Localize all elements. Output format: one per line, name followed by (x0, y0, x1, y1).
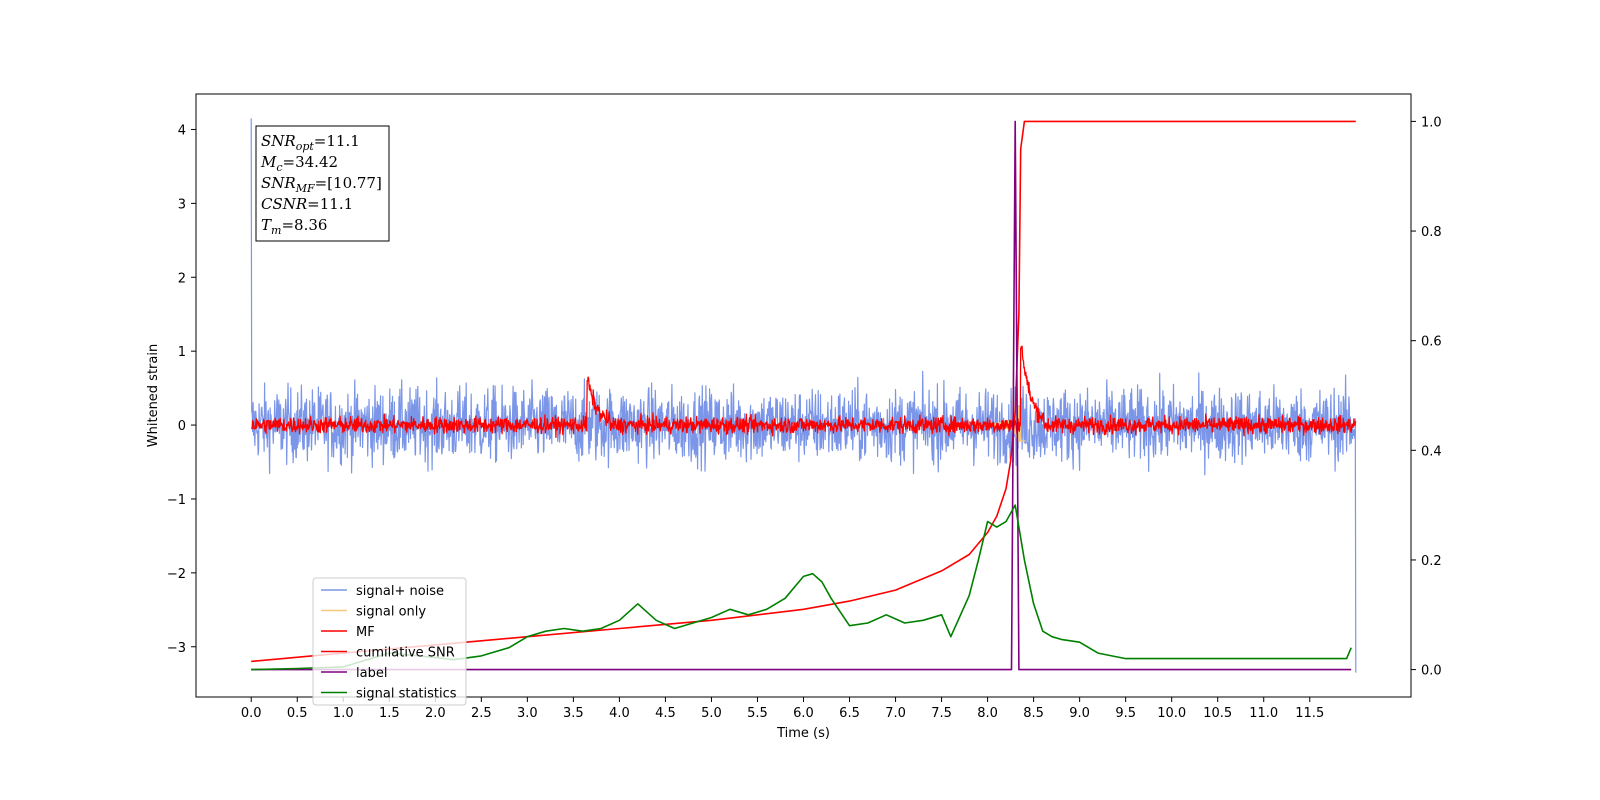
x-tick-label: 7.5 (931, 706, 952, 721)
x-tick-label: 2.0 (425, 706, 446, 721)
x-tick-label: 0.5 (287, 706, 308, 721)
info-line: SNRopt=11.1 (261, 132, 360, 153)
y-left-tick-label: 1 (178, 345, 186, 360)
x-axis-ticks: 0.0 0.5 1.0 1.5 2.0 2.5 3.0 3.5 4.0 4.5 5.0 5.5 6.0 6… (241, 697, 1324, 721)
legend-frame (312, 577, 467, 706)
x-tick-label: 9.0 (1069, 706, 1090, 721)
legend-entry: MF (356, 625, 375, 640)
info-subscript: c (276, 161, 282, 174)
x-tick-label: 6.5 (839, 706, 860, 721)
info-line: Mc=34.42 (260, 153, 338, 174)
y-left-tick-label: 0 (178, 419, 186, 434)
y-left-tick-label: −1 (167, 493, 186, 508)
x-tick-label: 8.0 (977, 706, 998, 721)
y-left-tick-label: 2 (178, 271, 186, 286)
info-value: =11.1 (314, 132, 360, 150)
x-tick-label: 6.0 (793, 706, 814, 721)
info-subscript: m (271, 224, 281, 237)
y-axis-right-ticks: 1.0 0.8 0.6 0.4 0.2 0.0 (1411, 115, 1442, 679)
info-value: =8.36 (281, 216, 327, 234)
series-label (251, 120, 1352, 671)
legend-entry: signal only (356, 605, 426, 620)
x-tick-label: 5.5 (747, 706, 768, 721)
info-line: CSNR=11.1 (261, 195, 353, 213)
x-tick-label: 0.0 (241, 706, 262, 721)
series-layer (250, 118, 1357, 673)
info-value: =34.42 (283, 153, 339, 171)
y-left-tick-label: 3 (178, 197, 186, 212)
x-tick-label: 9.5 (1115, 706, 1136, 721)
x-tick-label: 4.0 (609, 706, 630, 721)
x-tick-label: 7.0 (885, 706, 906, 721)
info-box: SNRopt=11.1Mc=34.42SNRMF=[10.77]CSNR=11.… (255, 125, 390, 242)
x-tick-label: 1.0 (333, 706, 354, 721)
x-tick-label: 8.5 (1023, 706, 1044, 721)
legend: signal+ noise signal only MF cumilative SNR… (312, 577, 467, 706)
x-tick-label: 10.5 (1203, 706, 1232, 721)
series-signal-statistics (251, 504, 1352, 671)
info-symbol: CSNR (261, 195, 307, 213)
legend-entry: cumilative SNR (356, 646, 455, 661)
y-left-tick-label: −2 (167, 567, 186, 582)
info-line: Tm=8.36 (261, 216, 327, 237)
legend-entry: label (356, 666, 387, 681)
x-tick-label: 1.5 (379, 706, 400, 721)
info-subscript: MF (295, 182, 315, 195)
info-line: SNRMF=[10.77] (261, 174, 382, 195)
x-tick-label: 2.5 (471, 706, 492, 721)
info-value: =[10.77] (315, 174, 382, 192)
x-tick-label: 11.5 (1295, 706, 1324, 721)
y-right-tick-label: 0.8 (1421, 225, 1442, 240)
legend-entry: signal statistics (356, 687, 457, 702)
y-left-tick-label: 4 (178, 123, 186, 138)
y-right-tick-label: 0.2 (1421, 554, 1442, 569)
x-tick-label: 4.5 (655, 706, 676, 721)
y-axis-left-ticks: 4 3 2 1 0 −1 −2 −3 (167, 123, 196, 656)
series-cumilative-snr (251, 120, 1356, 663)
y-right-tick-label: 0.4 (1421, 444, 1442, 459)
x-axis-label: Time (s) (776, 726, 830, 741)
info-value: =11.1 (307, 195, 353, 213)
series-mf (251, 345, 1357, 439)
x-tick-label: 3.0 (517, 706, 538, 721)
info-symbol: T (261, 216, 272, 234)
legend-entry: signal+ noise (356, 584, 444, 599)
info-symbol: SNR (261, 174, 296, 192)
info-symbol: M (260, 153, 277, 171)
y-axis-left-label: Whitened strain (146, 344, 161, 447)
y-right-tick-label: 1.0 (1421, 115, 1442, 130)
x-tick-label: 5.0 (701, 706, 722, 721)
info-symbol: SNR (261, 132, 296, 150)
x-tick-label: 10.0 (1157, 706, 1186, 721)
x-tick-label: 3.5 (563, 706, 584, 721)
y-left-tick-label: −3 (167, 641, 186, 656)
y-right-tick-label: 0.0 (1421, 664, 1442, 679)
y-right-tick-label: 0.6 (1421, 335, 1442, 350)
info-box-frame (255, 125, 390, 242)
x-tick-label: 11.0 (1249, 706, 1278, 721)
info-subscript: opt (296, 140, 315, 153)
